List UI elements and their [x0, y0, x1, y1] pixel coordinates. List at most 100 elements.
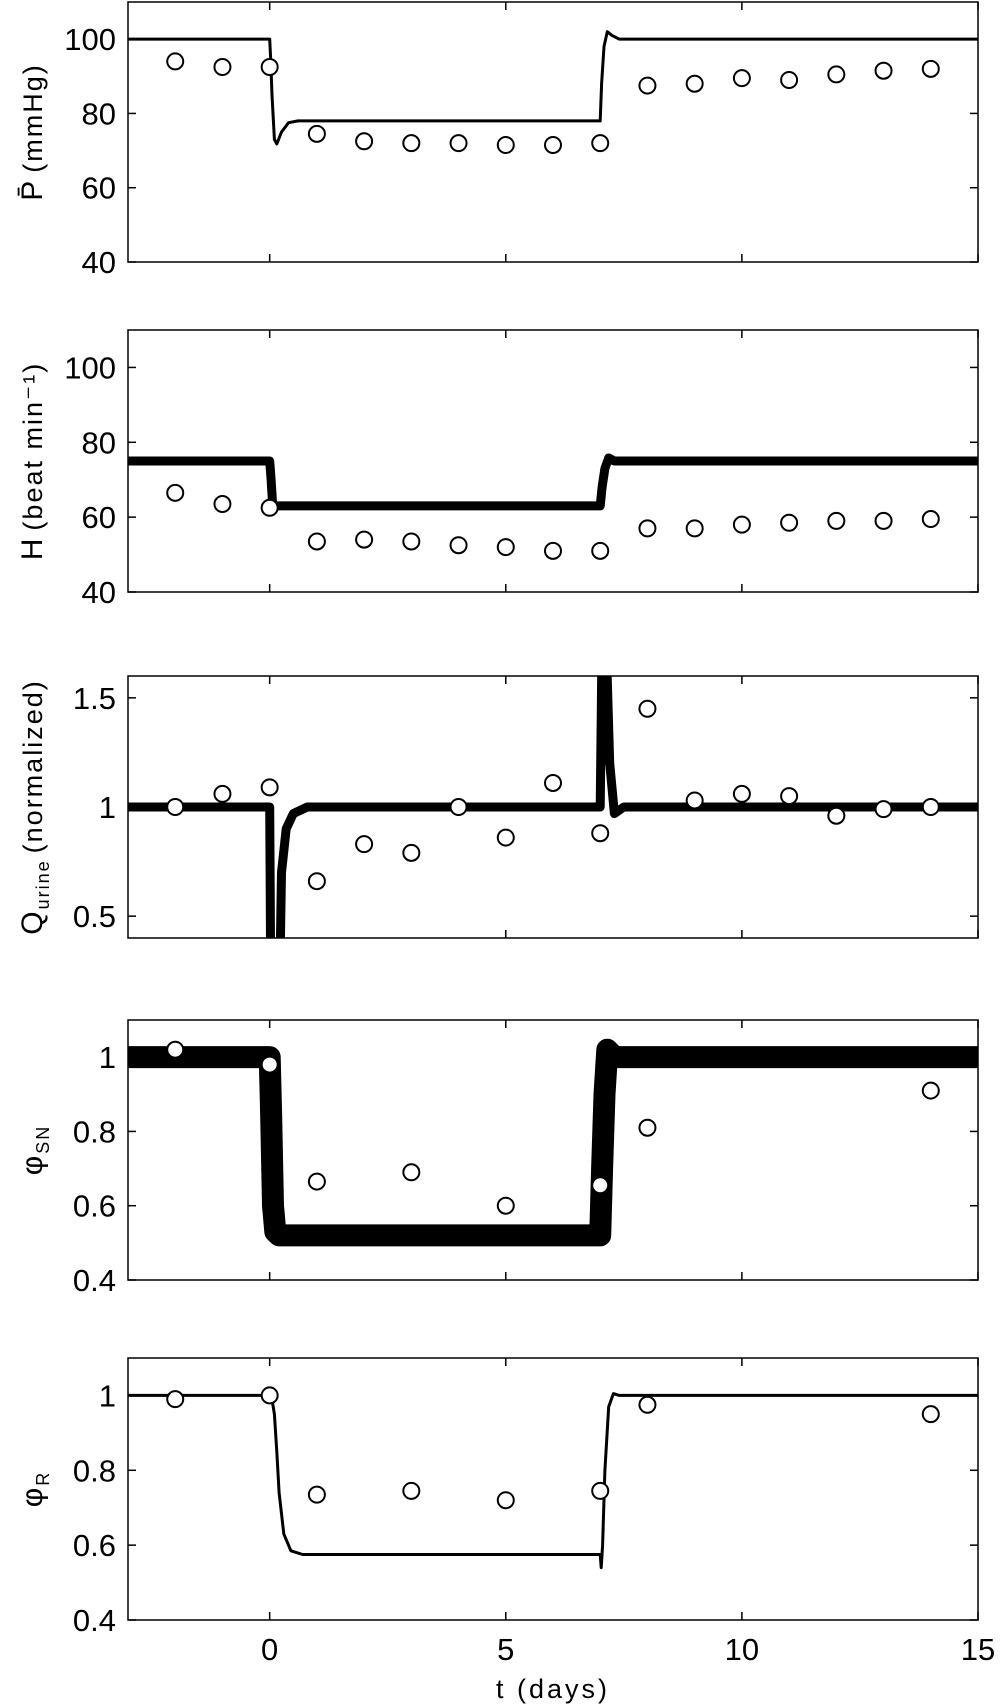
- data-point: [307, 532, 326, 551]
- panel-3: 0.5 1 1.5 Qurine (normalized): [16, 675, 979, 939]
- data-point: [591, 1481, 610, 1500]
- data-point: [780, 787, 799, 806]
- data-point: [166, 52, 185, 71]
- data-point: [732, 69, 751, 88]
- y-tick-label: 1: [99, 1378, 116, 1413]
- data-point: [685, 791, 704, 810]
- data-point: [307, 1172, 326, 1191]
- y-tick-label: 0.6: [73, 1528, 116, 1563]
- axes-frame: [127, 1, 979, 263]
- data-point: [496, 136, 515, 154]
- data-point: [166, 483, 185, 502]
- data-point: [449, 798, 468, 816]
- x-tick-label: 5: [497, 1632, 514, 1667]
- x-tick-label: 10: [725, 1632, 759, 1667]
- data-point: [874, 511, 893, 530]
- data-point: [732, 784, 751, 803]
- data-point: [402, 134, 421, 153]
- data-point: [591, 541, 610, 560]
- panel-1: 40 60 80 100 P̄ (mmHg): [16, 1, 979, 280]
- y-axis-label: P̄ (mmHg): [16, 63, 49, 201]
- data-point: [591, 824, 610, 843]
- y-tick-label: 1: [99, 790, 116, 825]
- data-point: [166, 798, 185, 816]
- x-tick-label: 15: [961, 1632, 995, 1667]
- y-axis-label: φR: [16, 1471, 53, 1507]
- model-line: [128, 1038, 978, 1247]
- data-point: [544, 541, 562, 560]
- data-point: [166, 1040, 185, 1059]
- model-line: [128, 453, 978, 511]
- axes-frame: [127, 1357, 979, 1621]
- data-point: [260, 498, 279, 517]
- data-point: [260, 778, 279, 797]
- data-point: [685, 519, 704, 538]
- y-axis-label: Qurine (normalized): [16, 679, 53, 934]
- data-point: [260, 1386, 279, 1405]
- model-line: [128, 30, 978, 146]
- data-point: [544, 773, 562, 792]
- x-axis-label: t (days): [496, 1674, 610, 1704]
- data-point: [496, 828, 515, 847]
- y-tick-label: 40: [82, 245, 116, 280]
- data-point: [780, 513, 799, 532]
- model-line: [128, 676, 978, 938]
- y-axis-label-unit: (mmHg): [18, 63, 48, 172]
- panel-4: 0.4 0.6 0.8 1 φSN: [16, 1019, 979, 1298]
- y-axis-label-sub: R: [33, 1471, 53, 1486]
- x-tick-label: 0: [261, 1632, 278, 1667]
- data-point: [827, 65, 846, 84]
- y-tick-label: 0.8: [73, 1114, 116, 1149]
- data-point: [166, 1390, 185, 1409]
- data-point: [496, 1196, 515, 1215]
- data-point: [732, 515, 751, 534]
- data-point: [213, 495, 232, 514]
- y-tick-label: 100: [64, 350, 116, 385]
- data-point: [638, 76, 657, 95]
- data-point: [591, 134, 610, 153]
- data-point: [449, 536, 468, 555]
- data-point: [307, 1485, 326, 1504]
- data-point: [638, 699, 657, 718]
- data-point: [921, 1405, 940, 1424]
- y-tick-label: 1: [99, 1040, 116, 1075]
- y-axis-label-main: Q: [16, 909, 49, 934]
- data-point: [213, 58, 232, 76]
- data-point: [307, 124, 326, 143]
- data-point: [780, 71, 799, 89]
- y-axis-label-main: φ: [16, 1486, 49, 1507]
- y-tick-label: 0.6: [73, 1189, 116, 1224]
- data-point: [496, 1491, 515, 1510]
- data-point: [355, 132, 374, 151]
- y-tick-label: 0.4: [73, 1603, 116, 1638]
- y-tick-label: 80: [82, 425, 116, 460]
- y-tick-label: 0.4: [73, 1263, 116, 1298]
- data-point: [355, 530, 374, 549]
- data-point: [827, 511, 846, 530]
- data-point: [685, 74, 704, 93]
- data-point: [921, 59, 940, 78]
- y-axis-label-unit: (normalized): [18, 679, 48, 853]
- data-point: [260, 58, 279, 76]
- y-axis-label-sub: urine: [33, 859, 53, 909]
- data-point: [355, 835, 374, 854]
- y-tick-label: 100: [64, 22, 116, 57]
- y-axis-label-main: H: [16, 537, 49, 561]
- data-point: [874, 61, 893, 80]
- y-tick-label: 0.8: [73, 1453, 116, 1488]
- data-point: [874, 800, 893, 819]
- y-axis-label: H (beat min⁻¹): [16, 362, 49, 560]
- data-point: [402, 1163, 421, 1182]
- y-axis-label-sub: SN: [33, 1125, 53, 1154]
- axes-frame: [127, 1019, 979, 1281]
- y-axis-label-main: P̄: [16, 179, 49, 201]
- data-point: [496, 538, 515, 557]
- panel-2: 40 60 80 100 H (beat min⁻¹): [16, 329, 979, 610]
- data-point: [921, 1081, 940, 1100]
- data-point: [402, 1481, 421, 1500]
- y-tick-label: 80: [82, 96, 116, 131]
- data-point: [638, 1118, 657, 1137]
- model-line: [128, 1392, 978, 1570]
- data-point: [307, 872, 326, 891]
